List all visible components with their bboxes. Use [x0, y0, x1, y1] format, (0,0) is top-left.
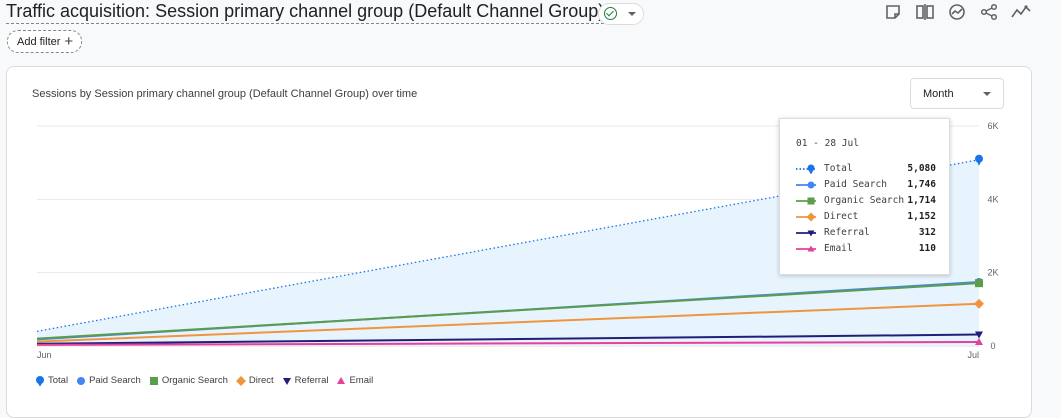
tooltip-label: Referral: [824, 227, 870, 238]
legend-item-total[interactable]: Total: [35, 375, 68, 386]
y-tick-label: 2K: [987, 268, 998, 278]
report-header: Traffic acquisition: Session primary cha…: [0, 0, 1061, 60]
tooltip-value: 1,746: [907, 179, 936, 190]
series-swatch-icon: [796, 197, 816, 205]
triangle-down-marker-icon: [282, 377, 291, 385]
tooltip-row-paid-search: Paid Search 1,746: [796, 178, 936, 193]
trend-icon[interactable]: [1011, 2, 1031, 22]
diamond-marker-icon: [235, 375, 246, 386]
legend-label: Total: [48, 375, 69, 386]
chart-tooltip: 01 - 28 Jul Total 5,080 Paid Search 1,746 Or…: [779, 118, 950, 275]
tooltip-value: 1,714: [907, 195, 936, 206]
add-filter-label: Add filter: [17, 36, 61, 48]
series-swatch-icon: [796, 245, 816, 252]
series-line-email: [36, 340, 980, 346]
square-marker-icon: [149, 376, 158, 385]
chart-legend: Total Paid Search Organic Search Direct Refe…: [35, 375, 373, 386]
x-tick-label: Jul: [967, 350, 979, 360]
tooltip-value: 110: [918, 243, 936, 254]
series-point-email: [975, 337, 983, 345]
add-filter-button[interactable]: Add filter +: [7, 30, 83, 53]
tooltip-row-organic-search: Organic Search 1,714: [796, 194, 936, 209]
series-swatch-icon: [796, 181, 816, 189]
tooltip-row-referral: Referral 312: [796, 226, 936, 241]
tooltip-value: 312: [918, 227, 936, 238]
y-tick-label: 6K: [987, 121, 998, 131]
plus-icon: +: [64, 33, 74, 50]
legend-item-referral[interactable]: Referral: [282, 375, 329, 386]
pin-marker-icon: [36, 375, 44, 386]
granularity-value: Month: [923, 88, 954, 100]
series-line-referral: [36, 333, 980, 345]
page-title[interactable]: Traffic acquisition: Session primary cha…: [6, 1, 605, 24]
legend-item-direct[interactable]: Direct: [235, 375, 274, 386]
y-tick-label: 0: [990, 341, 995, 351]
series-line-organic-search: [36, 282, 980, 340]
granularity-dropdown[interactable]: Month: [910, 78, 1004, 109]
series-point-referral: [975, 331, 983, 339]
series-point-total: [975, 154, 983, 166]
legend-item-paid-search[interactable]: Paid Search: [76, 375, 141, 386]
tooltip-row-direct: Direct 1,152: [796, 210, 936, 225]
chart-title: Sessions by Session primary channel grou…: [32, 88, 418, 100]
series-line-direct: [36, 302, 980, 343]
tooltip-value: 1,152: [907, 211, 936, 222]
legend-label: Email: [349, 375, 374, 386]
series-area-total: [37, 159, 979, 346]
toolbar: [883, 2, 1031, 22]
compare-icon[interactable]: [915, 2, 935, 22]
tooltip-label: Direct: [824, 211, 859, 222]
series-point-direct: [974, 298, 984, 309]
tooltip-label: Email: [824, 243, 853, 254]
series-swatch-icon: [796, 230, 816, 237]
check-circle-icon: [604, 7, 617, 20]
tooltip-row-total: Total 5,080: [796, 162, 936, 177]
series-point-organic-search: [975, 279, 983, 288]
tooltip-row-email: Email 110: [796, 242, 936, 257]
legend-label: Direct: [248, 375, 274, 386]
triangle-up-marker-icon: [337, 376, 346, 384]
series-swatch-icon: [796, 164, 816, 174]
insights-icon[interactable]: [947, 2, 967, 22]
legend-label: Organic Search: [161, 375, 228, 386]
tooltip-label: Organic Search: [824, 195, 905, 206]
series-swatch-icon: [796, 212, 816, 222]
y-tick-label: 4K: [987, 194, 998, 204]
caret-down-icon: [983, 92, 991, 96]
legend-item-organic-search[interactable]: Organic Search: [149, 375, 228, 386]
tooltip-label: Total: [824, 163, 853, 174]
legend-label: Paid Search: [89, 375, 141, 386]
legend-item-email[interactable]: Email: [336, 375, 373, 386]
tooltip-value: 5,080: [907, 163, 936, 174]
tooltip-date: 01 - 28 Jul: [796, 138, 859, 149]
share-icon[interactable]: [979, 2, 999, 22]
status-dropdown[interactable]: [598, 3, 644, 25]
caret-down-icon: [628, 12, 636, 16]
edit-report-icon[interactable]: [883, 2, 903, 22]
tooltip-label: Paid Search: [824, 179, 887, 190]
x-tick-label: Jun: [37, 350, 52, 360]
legend-label: Referral: [294, 375, 329, 386]
circle-marker-icon: [77, 376, 86, 385]
